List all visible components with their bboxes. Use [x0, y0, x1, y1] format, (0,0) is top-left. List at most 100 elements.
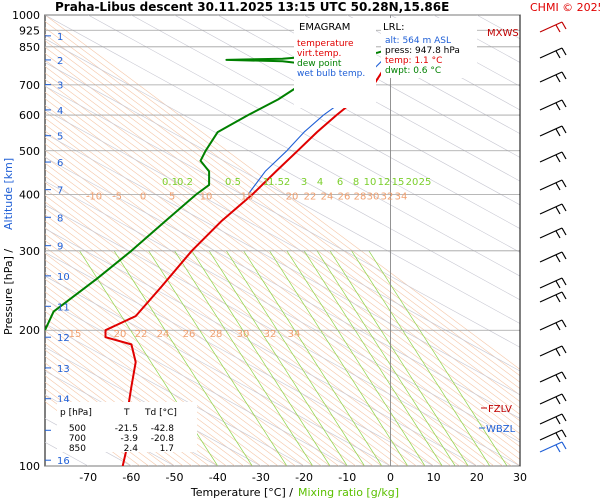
isotherm-line: [45, 156, 460, 466]
altitude-tick-label: 12: [57, 333, 70, 344]
dry-adiabat-line: [131, 15, 520, 229]
pressure-tick-label: 850: [19, 41, 40, 54]
pressure-tick-labels: 100 200 300 400 500 600 700 850 925 1000: [12, 9, 40, 473]
wind-barb: [539, 251, 567, 263]
temperature-tick-label: 30: [513, 471, 527, 484]
altitude-tick-label: 2: [57, 56, 63, 67]
mixing-ratio-label: 20: [406, 177, 419, 188]
mixing-ratio-line: [174, 250, 314, 466]
isotherm-grid: [45, 15, 520, 466]
dry-adiabat-line: [45, 109, 520, 372]
fzlv-marker: FZLV: [481, 404, 512, 415]
isotherm-line: [45, 188, 417, 466]
isotherm-label: 30: [237, 329, 250, 340]
pressure-tick-label: 300: [19, 245, 40, 258]
isotherm-line: [45, 381, 158, 466]
mixing-ratio-label: 0.2: [177, 177, 193, 188]
mixing-ratio-line: [329, 250, 469, 466]
legend-wet-bulb: wet bulb temp.: [297, 69, 365, 79]
legend-heading: EMAGRAM: [299, 22, 350, 33]
wind-barb: [539, 227, 567, 239]
temperature-tick-label: 20: [470, 471, 484, 484]
mixing-ratio-line: [303, 250, 443, 466]
lrl-temp: temp: 1.1 °C: [385, 56, 442, 66]
wind-barb: [539, 345, 567, 357]
isotherm-line: [45, 291, 279, 466]
mixing-ratio-line: [226, 250, 365, 466]
isotherm-line: [45, 201, 400, 466]
temperature-tick-label: -50: [166, 471, 184, 484]
isotherm-line: [45, 104, 520, 460]
isotherm-label: 15: [69, 329, 82, 340]
wind-barb-column: [519, 15, 567, 466]
temperature-tick-label: -40: [209, 471, 227, 484]
table-cell: -20.8: [151, 434, 175, 444]
isotherm-line: [45, 40, 520, 396]
mixing-ratio-line: [113, 250, 253, 466]
series-dew-point: [45, 24, 409, 331]
wind-barb: [539, 429, 567, 441]
isotherm-label: 22: [304, 191, 317, 202]
table-cell: 500: [69, 424, 86, 434]
table-header-t: T: [123, 408, 130, 418]
pressure-tick-label: 100: [19, 460, 40, 473]
table-header-td: Td [°C]: [144, 408, 177, 418]
isotherm-line: [45, 169, 443, 466]
table-cell: -21.5: [115, 424, 138, 434]
isotherm-line: [45, 175, 434, 466]
isotherm-line: [45, 220, 374, 466]
temperature-tick-label: 10: [427, 471, 441, 484]
dry-adiabat-line: [45, 38, 520, 301]
level-table: p [hPa] T Td [°C] 500 -21.5 -42.8 700 -3…: [57, 402, 197, 454]
mixing-ratio-label: 10: [364, 177, 377, 188]
y-axis-alt-title: Altitude [km]: [2, 158, 15, 230]
pressure-tick-label: 1000: [12, 9, 40, 22]
altitude-tick-label: 3: [57, 81, 63, 92]
dry-adiabat-line: [45, 180, 520, 443]
isotherm-line: [45, 317, 244, 466]
dry-adiabat-line: [45, 157, 520, 419]
mixing-ratio-line: [148, 250, 288, 466]
isotherm-line: [45, 124, 503, 466]
dry-adiabat-line: [45, 204, 520, 466]
wind-barb: [539, 125, 567, 137]
temperature-tick-label: -60: [122, 471, 140, 484]
x-axis-mix-title: Mixing ratio [g/kg]: [298, 486, 399, 499]
lrl-box: LRL: alt: 564 m ASL press: 947.8 hPa tem…: [381, 18, 477, 78]
isotherm-label: 20: [114, 329, 127, 340]
isotherm-label: 26: [338, 191, 351, 202]
mixing-ratio-line: [191, 250, 331, 466]
isotherm-label: 34: [395, 191, 408, 202]
mixing-ratio-label: 2: [284, 177, 290, 188]
isotherm-line: [45, 343, 210, 466]
lrl-press: press: 947.8 hPa: [385, 46, 460, 56]
isotherm-line: [45, 298, 270, 466]
isotherm-label: 20: [286, 191, 299, 202]
dry-adiabat-line: [347, 15, 520, 111]
isotherm-line: [45, 214, 382, 466]
isotherm-line: [45, 98, 520, 454]
isotherm-line: [45, 53, 520, 409]
mixing-ratio-label: 25: [419, 177, 432, 188]
pressure-tick-label: 925: [19, 24, 40, 37]
wind-barb: [539, 291, 567, 303]
isotherm-line: [45, 21, 520, 377]
isotherm-line: [45, 349, 201, 466]
isotherm-line: [45, 246, 339, 466]
wind-barb: [539, 203, 567, 215]
dry-adiabat-line: [45, 228, 477, 466]
isotherm-line: [45, 15, 520, 370]
pressure-tick-label: 700: [19, 79, 40, 92]
dry-adiabat-line: [45, 133, 520, 396]
wind-barb: [539, 393, 567, 405]
mixing-ratio-label: 0.1: [162, 177, 178, 188]
isotherm-line: [45, 227, 365, 466]
isotherm-line: [45, 336, 218, 466]
wind-barb: [539, 319, 567, 331]
isotherm-line: [45, 79, 520, 435]
isotherm-label: 26: [183, 329, 196, 340]
isotherm-line: [45, 278, 296, 466]
pressure-tick-label: 400: [19, 188, 40, 201]
wind-barb: [539, 413, 567, 425]
dry-adiabat-line: [563, 15, 600, 466]
